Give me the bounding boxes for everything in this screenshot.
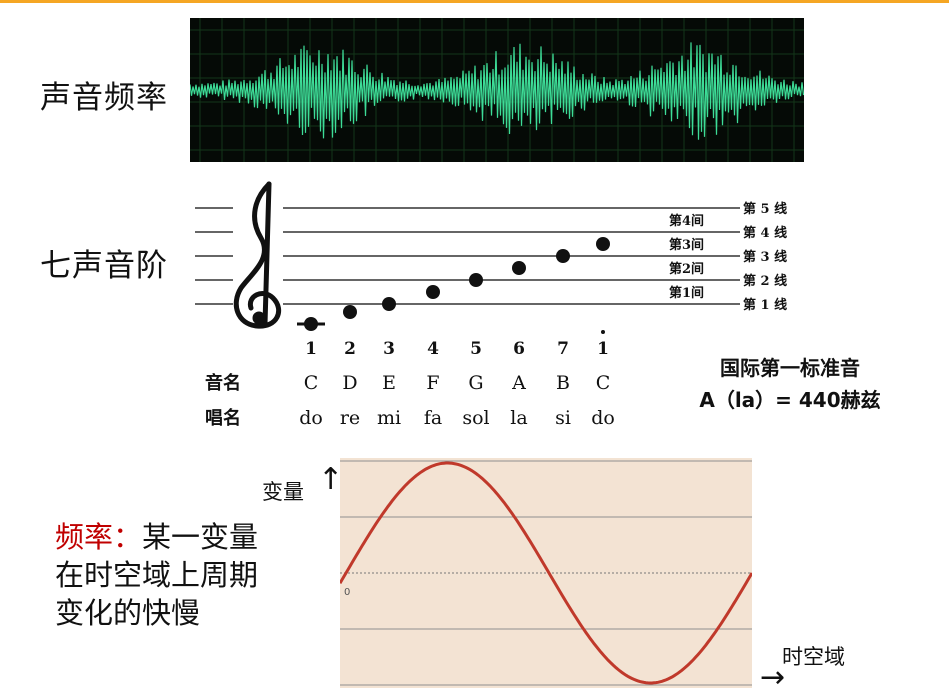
sine-wave-figure: 0 xyxy=(340,458,752,688)
solfege-syllable: mi xyxy=(377,407,401,429)
scale-degree-number: 4 xyxy=(427,339,439,359)
definition-term: 频率： xyxy=(55,520,143,554)
row-label-solfege: 唱名 xyxy=(205,407,241,429)
note-name: A xyxy=(511,372,526,394)
note-head xyxy=(382,297,396,311)
note-head xyxy=(469,273,483,287)
octave-dot xyxy=(601,330,605,334)
note-head xyxy=(426,285,440,299)
definition-text-1: 某一变量 xyxy=(142,520,259,554)
staff-line-label: 第 2 线 xyxy=(743,273,787,289)
staff-line-label: 第 4 线 xyxy=(743,225,787,241)
solfege-syllable: la xyxy=(510,407,527,429)
scale-degree-number: 7 xyxy=(557,339,569,359)
solfege-syllable: do xyxy=(591,407,615,429)
sine-curve xyxy=(340,461,752,685)
treble-clef-icon xyxy=(233,181,281,329)
solfege-syllable: si xyxy=(555,407,571,429)
scale-degree-number: 1 xyxy=(305,339,317,359)
note-name: G xyxy=(468,372,483,394)
standard-pitch-line1: 国际第一标准音 xyxy=(720,356,860,380)
definition-line-2: 在时空域上周期 xyxy=(55,558,259,592)
note-name: C xyxy=(304,372,319,394)
scale-degree-number: 1 xyxy=(597,339,609,359)
definition-line-1: 频率：某一变量 xyxy=(55,518,258,556)
note-name: C xyxy=(596,372,611,394)
axis-label-variable: 变量 xyxy=(262,480,304,504)
staff-space-label: 第1间 xyxy=(669,285,704,301)
note-name: D xyxy=(342,372,357,394)
definition-line-3: 变化的快慢 xyxy=(55,596,201,630)
note-head xyxy=(343,305,357,319)
staff-space-label: 第4间 xyxy=(669,213,704,229)
note-head xyxy=(596,237,610,251)
frequency-definition: 频率：某一变量 在时空域上周期 变化的快慢 xyxy=(55,518,258,632)
heading-sound-frequency: 声音频率 xyxy=(40,80,168,116)
waveform-svg xyxy=(189,18,805,162)
note-name: F xyxy=(426,372,439,394)
scale-degree-number: 6 xyxy=(513,339,525,359)
note-head xyxy=(512,261,526,275)
staff-line-label: 第 1 线 xyxy=(743,297,787,313)
staff-line-label: 第 3 线 xyxy=(743,249,787,265)
staff-space-label: 第3间 xyxy=(669,237,704,253)
sound-waveform-image xyxy=(189,18,805,162)
staff-line-label: 第 5 线 xyxy=(743,201,787,217)
heading-scale: 七声音阶 xyxy=(40,248,168,284)
staff-space-label: 第2间 xyxy=(669,261,704,277)
solfege-syllable: fa xyxy=(424,407,442,429)
solfege-syllable: do xyxy=(299,407,323,429)
up-arrow-icon: ↑ xyxy=(318,462,344,497)
scale-degree-number: 5 xyxy=(470,339,482,359)
sine-zero-label: 0 xyxy=(344,587,350,598)
right-arrow-icon: → xyxy=(760,660,786,695)
solfege-syllable: sol xyxy=(462,407,489,429)
top-accent-bar xyxy=(0,0,949,3)
row-label-note-name: 音名 xyxy=(205,372,241,394)
solfege-syllable: re xyxy=(340,407,360,429)
axis-label-domain: 时空域 xyxy=(782,645,845,669)
note-name: B xyxy=(556,372,570,394)
standard-pitch-line2: A（la）= 440赫兹 xyxy=(699,388,881,412)
note-head xyxy=(304,317,318,331)
note-name: E xyxy=(382,372,396,394)
scale-degree-number: 3 xyxy=(383,339,395,359)
note-head xyxy=(556,249,570,263)
scale-degree-number: 2 xyxy=(344,339,356,359)
